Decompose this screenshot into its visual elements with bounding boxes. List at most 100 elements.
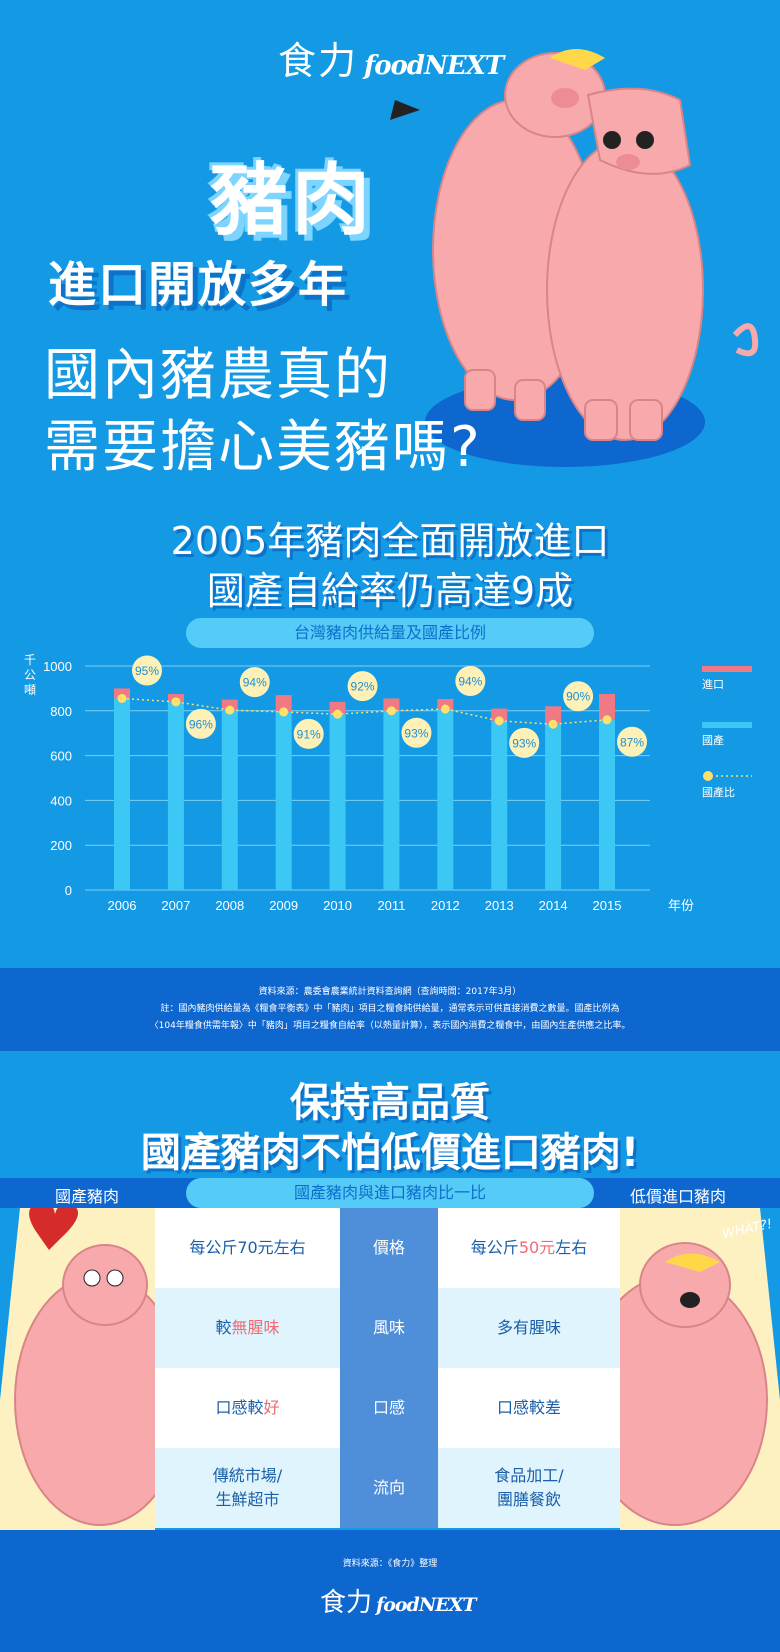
ratio-data-label: 91%	[297, 727, 321, 741]
x-tick-label: 2007	[161, 898, 190, 913]
source-note-1: 資料來源：農委會農業統計資料查詢網（查詢時間：2017年3月） 註：國內豬肉供給…	[0, 968, 780, 1051]
y-tick-label: 800	[50, 704, 72, 719]
ratio-bubble	[563, 681, 594, 712]
y-tick-label: 600	[50, 749, 72, 764]
legend-label-domestic: 國產	[702, 733, 724, 747]
x-tick-label: 2014	[539, 898, 568, 913]
ratio-point	[386, 706, 396, 716]
bar-import	[329, 701, 346, 715]
ratio-line	[121, 697, 608, 725]
x-axis-label: 年份	[668, 899, 694, 914]
bar-domestic	[221, 710, 238, 890]
ratio-point	[117, 693, 127, 703]
source-note-line1: 資料來源：農委會農業統計資料查詢網（查詢時間：2017年3月）	[258, 987, 522, 997]
legend-swatch-import	[702, 666, 752, 672]
label-local-pork: 國產豬肉	[55, 1187, 120, 1206]
legend-swatch-ratio	[703, 771, 713, 781]
ratio-point	[440, 704, 450, 714]
x-tick-label: 2015	[593, 898, 622, 913]
ratio-bubble	[617, 726, 647, 757]
y-axis-label: 公	[24, 668, 36, 682]
heart-icon	[29, 1202, 79, 1250]
ratio-point	[494, 716, 504, 726]
bar-domestic	[545, 724, 562, 890]
source-note-line2: 註：國內豬肉供給量為《糧食平衡表》中「豬肉」項目之糧食純供給量，通常表示可供直接…	[160, 1004, 620, 1014]
legend-label-import: 進口	[702, 678, 724, 691]
legend-label-ratio: 國產比	[702, 785, 735, 799]
section1-heading-line1: 2005年豬肉全面開放進口	[170, 519, 610, 563]
logo-en: foodNEXT	[376, 1594, 477, 1616]
pig-hoof	[390, 100, 420, 120]
ratio-point	[225, 705, 235, 715]
bar-import	[275, 695, 292, 712]
section1-heading-line2: 國產自給率仍高達9成	[206, 569, 574, 613]
bar-domestic	[275, 711, 292, 890]
ratio-point	[279, 707, 289, 717]
y-tick-label: 0	[65, 883, 72, 898]
hero-title: 豬肉	[210, 156, 375, 246]
bar-import	[599, 694, 615, 720]
pig-eye	[603, 131, 621, 149]
y-tick-label: 200	[50, 838, 72, 853]
ratio-point	[548, 719, 558, 729]
ratio-bubble	[293, 718, 324, 749]
bar-import	[114, 688, 130, 699]
bar-import	[491, 708, 508, 721]
bar-domestic	[437, 709, 454, 890]
bar-domestic	[114, 698, 130, 890]
y-tick-label: 400	[50, 793, 72, 808]
bar-import	[545, 706, 562, 725]
legend-swatch-domestic	[702, 722, 752, 728]
x-tick-label: 2012	[431, 898, 460, 913]
bar-domestic	[491, 720, 508, 890]
pig-snout	[551, 88, 579, 108]
pig-tail	[437, 255, 464, 289]
ratio-bubble	[347, 671, 378, 702]
ratio-point	[333, 709, 343, 719]
source-note-line3: 〈104年糧食供需年報〉中「豬肉」項目之糧食自給率（以熱量計算），表示國內消費之…	[149, 1021, 631, 1031]
footer-band	[0, 1530, 780, 1652]
logo-cn: 食力	[320, 1588, 373, 1618]
logo-footer: 食力 foodNEXT	[320, 1582, 477, 1619]
x-tick-label: 2010	[323, 898, 352, 913]
logo-en: foodNEXT	[364, 51, 504, 81]
ratio-data-label: 95%	[135, 664, 159, 678]
x-tick-label: 2006	[108, 898, 137, 913]
bar-import	[221, 699, 238, 711]
ratio-data-label: 94%	[458, 675, 482, 689]
chart-title-pill: 台灣豬肉供給量及國產比例	[186, 618, 594, 648]
bar-import	[383, 698, 400, 711]
ratio-bubble	[509, 727, 540, 758]
ratio-point	[171, 697, 181, 707]
spotlight-right-edge	[760, 1208, 780, 1400]
pig-eye	[636, 131, 654, 149]
hero-subtitle: 進口開放多年	[48, 257, 349, 313]
x-tick-label: 2013	[485, 898, 514, 913]
ratio-data-label: 90%	[566, 690, 590, 704]
hero-question-line2: 需要擔心美豬嗎?	[44, 415, 482, 480]
logo-cn: 食力	[278, 39, 359, 83]
y-axis-label: 千	[24, 653, 36, 667]
ratio-bubble	[401, 717, 432, 748]
hero-question-line1: 國內豬農真的	[44, 343, 392, 408]
ratio-data-label: 87%	[620, 735, 644, 749]
source-note-2: 資料來源：《食力》整理	[342, 1559, 438, 1569]
pig-tail	[732, 323, 759, 357]
pig-mouth	[680, 1292, 700, 1308]
section2-heading-line1: 保持高品質	[290, 1080, 490, 1126]
ratio-data-label: 94%	[243, 676, 267, 690]
pig-eye	[106, 1269, 124, 1287]
logo-header: 食力 foodNEXT	[278, 30, 504, 85]
ratio-point	[602, 715, 612, 725]
y-axis-label: 噸	[24, 683, 36, 697]
y-tick-label: 1000	[43, 659, 72, 674]
ratio-bubble	[239, 667, 270, 698]
pig-illustration-local	[14, 1244, 186, 1526]
ratio-data-label: 96%	[189, 717, 213, 731]
x-tick-label: 2011	[377, 898, 405, 913]
bar-domestic	[329, 714, 346, 890]
x-tick-label: 2009	[269, 898, 298, 913]
pig-hair	[550, 49, 605, 70]
label-import-pork: 低價進口豬肉	[630, 1187, 727, 1206]
